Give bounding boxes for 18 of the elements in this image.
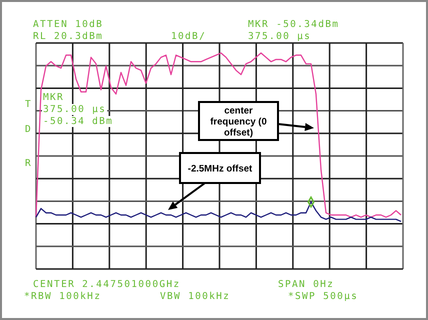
- text: R: [25, 158, 32, 169]
- text: *RBW 100kHz: [24, 291, 102, 302]
- annotation: MKR: [43, 92, 64, 103]
- annotation: center frequency (0 offset): [210, 106, 267, 138]
- annotation: -50.34 dBm: [43, 116, 114, 127]
- text: VBW 100kHz: [160, 291, 230, 302]
- annotation: -2.5MHz offset: [188, 164, 254, 174]
- annotation: 375.00 µs: [43, 104, 106, 115]
- text: SPAN 0Hz: [278, 279, 334, 290]
- text: *SWP 500µs: [288, 291, 358, 302]
- text: CENTER 2.447501000GHz: [33, 279, 180, 290]
- text: 375.00 µs: [248, 31, 312, 42]
- text: D: [25, 124, 32, 135]
- text: 10dB/: [171, 31, 206, 42]
- text: MKR -50.34dBm: [248, 19, 340, 30]
- text: ATTEN 10dB: [33, 19, 104, 30]
- text: RL 20.3dBm: [33, 31, 104, 42]
- text: T: [25, 99, 32, 110]
